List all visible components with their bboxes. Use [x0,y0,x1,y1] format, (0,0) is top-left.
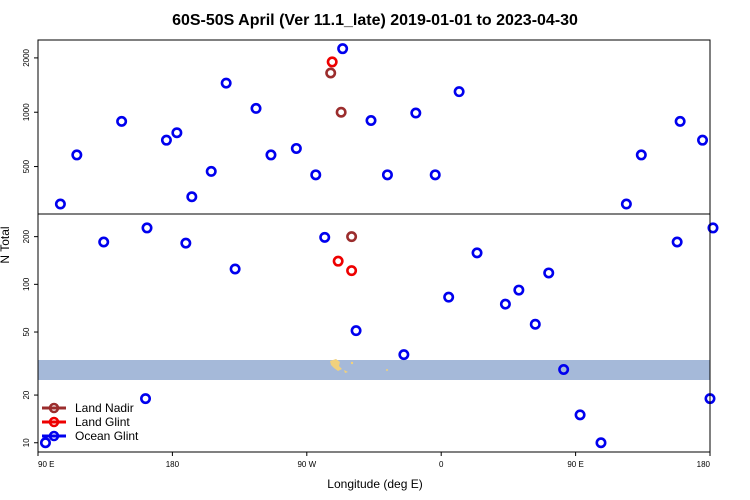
point-lower-ocean-glint-7 [350,325,362,337]
x-axis-title: Longitude (deg E) [327,477,422,491]
point-upper-ocean-glint-16 [429,169,441,181]
point-lower-ocean-glint-14 [543,267,555,279]
map-strip [38,359,710,380]
point-upper-land-nadir-0 [325,67,337,79]
legend-item-land-glint: Land Glint [42,415,130,429]
x-tick-label-1: 180 [166,460,180,469]
x-axis: 90 E 180 90 W 0 90 E 180 [37,452,711,469]
point-lower-ocean-glint-12 [513,284,525,296]
point-upper-ocean-glint-5 [186,191,198,203]
point-lower-ocean-glint-0 [39,437,51,449]
legend: Land Nadir Land Glint Ocean Glint [42,401,139,443]
point-upper-ocean-glint-21 [697,134,709,146]
y-tick-label-lower-1: 20 [22,390,31,399]
point-upper-ocean-glint-11 [310,169,322,181]
point-lower-ocean-glint-20 [707,222,719,234]
y-tick-label-upper-1: 1000 [22,103,31,121]
point-lower-land-nadir-0 [346,231,358,243]
point-upper-ocean-glint-8 [250,102,262,114]
legend-item-ocean-glint: Ocean Glint [42,429,139,443]
point-upper-ocean-glint-1 [71,149,83,161]
point-lower-ocean-glint-17 [595,437,607,449]
point-lower-ocean-glint-3 [141,222,153,234]
x-tick-label-2: 90 W [297,460,316,469]
y-axis-lower: 10 20 50 100 200 [22,229,38,447]
point-lower-ocean-glint-8 [398,349,410,361]
point-lower-ocean-glint-2 [140,393,152,405]
point-upper-land-glint-0 [326,56,338,68]
point-upper-ocean-glint-4 [171,127,183,139]
point-upper-ocean-glint-15 [410,107,422,119]
map-water [38,360,710,380]
point-upper-ocean-glint-10 [290,142,302,154]
legend-label-ocean-glint: Ocean Glint [75,429,139,443]
point-upper-ocean-glint-20 [674,115,686,127]
x-tick-label-3: 0 [439,460,444,469]
point-upper-ocean-glint-3 [160,134,172,146]
y-tick-label-lower-0: 10 [22,438,31,447]
x-tick-label-0: 90 E [38,460,54,469]
x-tick-label-5: 180 [697,460,711,469]
point-lower-ocean-glint-5 [229,263,241,275]
point-upper-ocean-glint-17 [453,86,465,98]
map-land-islet [350,361,354,365]
point-upper-ocean-glint-19 [635,149,647,161]
legend-item-land-nadir: Land Nadir [42,401,134,415]
point-upper-ocean-glint-14 [381,169,393,181]
map-land-south-georgia [386,369,388,371]
y-tick-label-lower-2: 50 [22,327,31,336]
point-lower-ocean-glint-6 [319,231,331,243]
point-upper-ocean-glint-0 [54,198,66,210]
legend-label-land-nadir: Land Nadir [75,401,134,415]
point-lower-land-glint-1 [346,265,358,277]
legend-marker-ocean-glint [48,430,60,442]
point-lower-ocean-glint-18 [671,236,683,248]
legend-marker-land-nadir [48,402,60,414]
point-lower-ocean-glint-1 [98,236,110,248]
plot-frame [37,39,711,453]
legend-marker-land-glint [48,416,60,428]
y-axis-upper: 500 1000 2000 [22,48,38,173]
point-lower-ocean-glint-16 [574,409,586,421]
y-tick-label-upper-0: 500 [22,159,31,173]
point-upper-ocean-glint-9 [265,149,277,161]
point-lower-land-glint-0 [332,255,344,267]
y-tick-label-lower-4: 200 [22,229,31,243]
legend-label-land-glint: Land Glint [75,415,130,429]
point-upper-ocean-glint-7 [220,77,232,89]
map-land-patagonia [330,359,342,371]
point-upper-land-nadir-1 [335,106,347,118]
point-upper-ocean-glint-6 [205,165,217,177]
point-upper-ocean-glint-18 [620,198,632,210]
y-axis-title: N Total [0,226,12,263]
map-land-tierra-del-fuego [344,370,348,373]
data-points [39,43,719,449]
x-tick-label-4: 90 E [567,460,583,469]
point-lower-ocean-glint-10 [471,247,483,259]
point-lower-ocean-glint-9 [443,291,455,303]
point-upper-ocean-glint-2 [116,115,128,127]
point-lower-ocean-glint-15 [558,363,570,375]
point-lower-ocean-glint-11 [499,298,511,310]
point-upper-ocean-glint-12 [337,43,349,55]
point-lower-ocean-glint-13 [529,318,541,330]
chart-title: 60S-50S April (Ver 11.1_late) 2019-01-01… [172,12,578,29]
point-upper-ocean-glint-13 [365,114,377,126]
y-tick-label-upper-2: 2000 [22,48,31,66]
y-tick-label-lower-3: 100 [22,277,31,291]
point-lower-ocean-glint-4 [180,237,192,249]
